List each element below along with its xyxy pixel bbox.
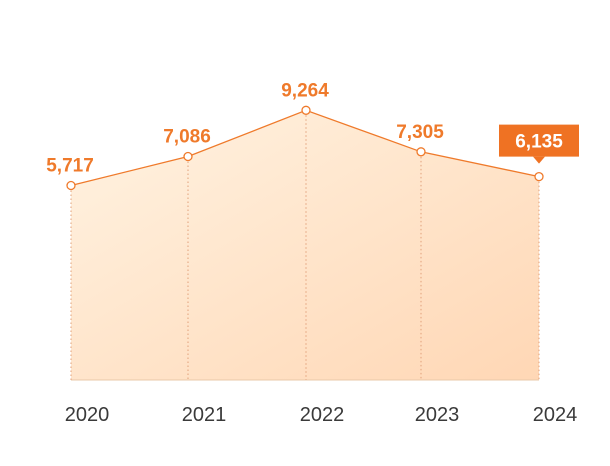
value-label-2024: 6,135 [515, 132, 563, 153]
data-point-2022 [301, 105, 311, 115]
data-point-2020 [66, 180, 76, 191]
data-point-2021 [183, 151, 193, 162]
value-label-2020: 5,717 [46, 155, 94, 176]
value-label-2023: 7,305 [396, 122, 444, 143]
x-tick-label-2020: 2020 [65, 404, 110, 426]
x-tick-label-2024: 2024 [533, 404, 578, 426]
callout-pointer [533, 156, 545, 164]
highlight-callout: 6,135 [499, 124, 579, 164]
x-tick-label-2022: 2022 [300, 404, 345, 426]
x-tick-label-2021: 2021 [182, 404, 227, 426]
x-tick-label-2023: 2023 [415, 404, 460, 426]
area-fill [71, 110, 539, 381]
data-point-2024 [534, 171, 544, 182]
data-point-2023 [416, 147, 426, 157]
value-label-2022: 9,264 [281, 80, 329, 101]
callout-box [499, 124, 579, 157]
value-label-2021: 7,086 [163, 126, 211, 147]
